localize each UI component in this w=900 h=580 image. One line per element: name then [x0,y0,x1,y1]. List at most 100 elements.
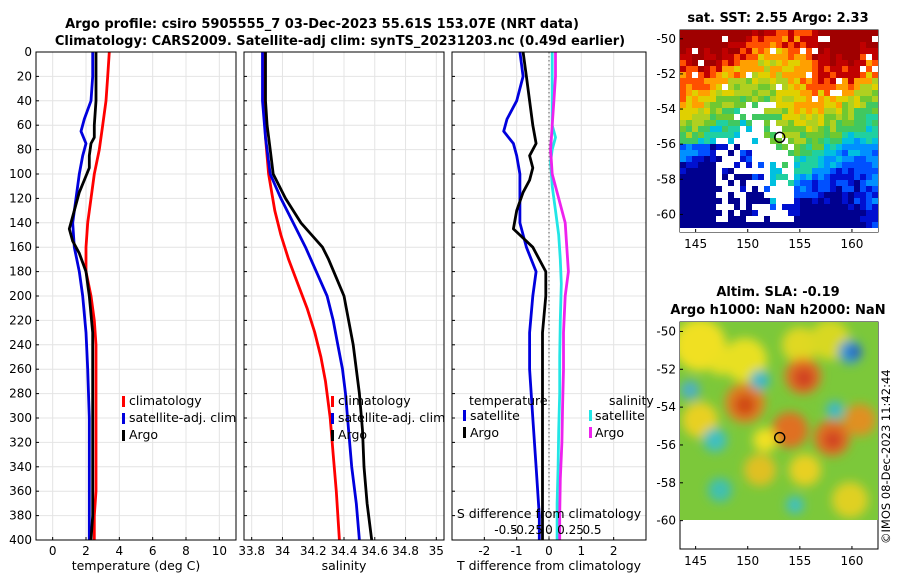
x-tick-label: 34.6 [361,544,388,558]
sst-cell [818,168,824,174]
sst-cell [788,108,794,114]
sst-cell [698,72,704,78]
sst-cell [728,180,734,186]
sst-cell [716,210,722,216]
sst-cell [752,180,758,186]
sst-cell [770,84,776,90]
sst-cell [776,60,782,66]
depth-tick-label: 360 [9,484,32,498]
sst-cell [860,54,866,60]
sst-cell [812,102,818,108]
sst-cell [806,66,812,72]
sst-cell [794,120,800,126]
sst-cell [764,192,770,198]
sst-cell [764,132,770,138]
sst-cell [728,174,734,180]
sst-cell [824,150,830,156]
sst-cell [710,192,716,198]
sst-cell [782,144,788,150]
sst-cell [836,204,842,210]
sst-cell [740,120,746,126]
sst-cell [800,96,806,102]
sst-cell [716,84,722,90]
sst-cell [824,114,830,120]
sst-cell [824,216,830,222]
sst-cell [728,162,734,168]
sst-cell [794,114,800,120]
sst-cell [710,36,716,42]
sst-cell [806,132,812,138]
sst-cell [830,144,836,150]
sst-cell [680,48,686,54]
sst-cell [704,78,710,84]
sst-cell [866,66,872,72]
sst-cell [740,186,746,192]
sst-cell [854,228,860,232]
map-lon-label: 145 [684,237,707,251]
sst-cell [698,102,704,108]
sst-cell [818,30,824,36]
sst-cell [752,54,758,60]
sst-cell [866,90,872,96]
sst-cell [722,108,728,114]
sst-cell [854,186,860,192]
sst-cell [818,180,824,186]
sst-cell [764,216,770,222]
imos-timestamp: ©IMOS 08-Dec-2023 11:42:44 [879,369,893,544]
sst-cell [722,162,728,168]
sst-cell [692,120,698,126]
sst-cell [716,54,722,60]
legend-climatology-swatch [122,396,125,407]
sst-cell [824,198,830,204]
sst-cell [812,84,818,90]
sst-cell [758,162,764,168]
sst-cell [776,162,782,168]
sst-cell [692,156,698,162]
sst-cell [860,198,866,204]
sst-cell [752,198,758,204]
sst-cell [734,90,740,96]
sst-cell [764,222,770,228]
sst-cell [686,66,692,72]
sst-cell [830,36,836,42]
sst-cell [704,48,710,54]
sst-cell [680,42,686,48]
sst-cell [794,156,800,162]
sst-cell [866,210,872,216]
sst-cell [692,138,698,144]
sst-cell [746,228,752,232]
sst-cell [866,72,872,78]
sst-cell [866,186,872,192]
depth-tick-label: 320 [9,435,32,449]
series-t-argo [512,51,548,540]
sst-cell [680,108,686,114]
sst-cell [854,198,860,204]
sst-cell [752,192,758,198]
sst-cell [740,54,746,60]
sst-cell [776,102,782,108]
sst-cell [692,84,698,90]
sst-cell [788,36,794,42]
sst-cell [806,156,812,162]
sst-cell [806,228,812,232]
sst-cell [758,126,764,132]
sst-cell [800,222,806,228]
x-tick-label: 34 [275,544,290,558]
sst-cell [728,54,734,60]
sst-cell [836,144,842,150]
depth-tick-label: 280 [9,387,32,401]
sst-cell [746,36,752,42]
sst-cell [710,102,716,108]
sst-cell [740,66,746,72]
sst-cell [812,60,818,66]
sst-cell [698,66,704,72]
sst-cell [866,144,872,150]
sst-cell [698,138,704,144]
sst-cell [824,54,830,60]
sst-cell [746,48,752,54]
sst-cell [818,78,824,84]
sst-cell [716,216,722,222]
sst-cell [854,54,860,60]
sst-cell [746,60,752,66]
sst-cell [824,102,830,108]
